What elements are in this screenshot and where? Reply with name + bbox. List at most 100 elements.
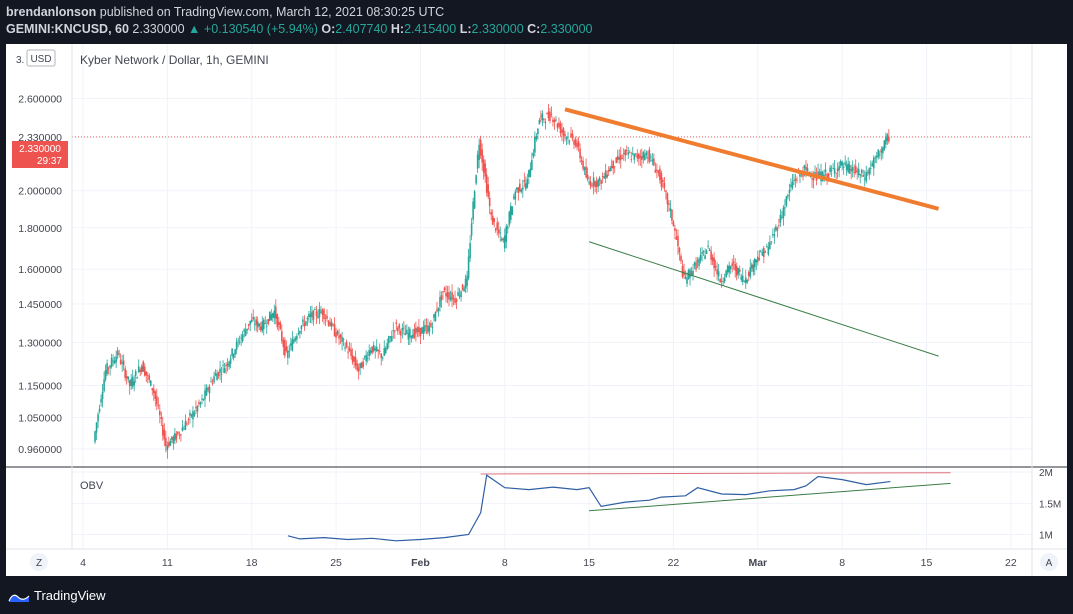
chart-canvas[interactable]: 2.600000 2.330000 2.000000 1.800000 1.600000… xyxy=(6,44,1067,576)
candle-body xyxy=(553,119,556,123)
candle-body xyxy=(258,323,261,327)
candle-body xyxy=(528,169,530,178)
timezone-button-label[interactable]: Z xyxy=(36,558,42,569)
candle-body xyxy=(175,433,178,440)
candle-body xyxy=(416,328,419,332)
price-change: ▲ +0.130540 (+5.94%) xyxy=(188,22,318,36)
candle-body xyxy=(442,291,444,293)
candle-body xyxy=(653,158,655,166)
low-value: 2.330000 xyxy=(471,22,524,36)
candle-body xyxy=(758,258,761,260)
candle-body xyxy=(207,387,209,391)
candle-body xyxy=(622,153,625,154)
candle-body xyxy=(842,167,845,169)
candle-body xyxy=(747,272,750,276)
candle-body xyxy=(268,311,271,321)
candle-body xyxy=(229,358,232,364)
candle-body xyxy=(702,251,705,253)
high-label: H: xyxy=(390,22,405,36)
candle-body xyxy=(409,328,411,338)
candle-body xyxy=(275,306,277,319)
candle-body xyxy=(511,206,514,215)
candle-body xyxy=(214,373,217,376)
currency-badge[interactable]: USD xyxy=(30,54,51,65)
candle-body xyxy=(226,363,229,366)
auto-scale-button-label[interactable]: A xyxy=(1046,558,1053,569)
candle-body xyxy=(879,154,881,155)
candle-body xyxy=(178,434,181,436)
candle-body xyxy=(717,271,720,277)
candle-body xyxy=(732,261,735,264)
candle-body xyxy=(199,402,202,405)
candle-body xyxy=(826,173,828,178)
candle-body xyxy=(152,388,155,393)
candle-body xyxy=(192,410,194,420)
candle-body xyxy=(672,221,675,227)
candle-body xyxy=(290,343,292,346)
candle-body xyxy=(172,436,175,444)
candle-body xyxy=(689,269,691,278)
candle-body xyxy=(784,207,786,209)
candle-body xyxy=(210,381,212,383)
candle-body xyxy=(124,368,126,379)
obv-resistance-line xyxy=(480,472,951,475)
candle-body xyxy=(598,177,601,181)
candle-body xyxy=(449,297,452,300)
candle-body xyxy=(424,325,426,332)
candle-body xyxy=(726,265,729,273)
candle-body xyxy=(597,179,599,187)
candle-body xyxy=(856,170,859,172)
candle-body xyxy=(397,327,399,332)
candle-body xyxy=(595,181,598,187)
candle-body xyxy=(418,326,420,333)
candle-body xyxy=(457,292,459,296)
candle-body xyxy=(335,332,337,338)
candle-body xyxy=(247,324,250,326)
candle-body xyxy=(390,336,393,342)
chart-area[interactable]: 2.600000 2.330000 2.000000 1.800000 1.600000… xyxy=(6,44,1067,576)
price-tick-label: 2.330000 xyxy=(18,132,62,144)
candle-body xyxy=(133,381,136,386)
candle-body xyxy=(387,336,390,344)
support-trendline xyxy=(588,241,939,357)
candle-body xyxy=(520,189,523,193)
candle-body xyxy=(354,357,357,366)
candle-body xyxy=(627,152,630,155)
candle-body xyxy=(859,174,862,176)
candle-body xyxy=(278,321,280,325)
candle-body xyxy=(332,324,334,326)
candle-body xyxy=(669,208,672,211)
candle-body xyxy=(293,339,295,343)
candle-body xyxy=(235,341,238,350)
candle-body xyxy=(157,404,160,406)
candle-body xyxy=(779,214,782,223)
currency-badge-box[interactable] xyxy=(26,49,56,67)
candle-body xyxy=(440,295,443,301)
tradingview-brand[interactable]: TradingView xyxy=(8,588,106,603)
timezone-button[interactable] xyxy=(30,553,48,571)
candle-body xyxy=(395,322,398,324)
candle-body xyxy=(142,361,145,372)
candle-body xyxy=(128,380,131,387)
candle-body xyxy=(644,154,646,161)
candle-body xyxy=(98,408,101,412)
candle-body xyxy=(320,311,322,313)
candle-body xyxy=(516,187,518,190)
candle-body xyxy=(752,264,755,272)
open-label: O: xyxy=(321,22,336,36)
candle-body xyxy=(368,350,370,357)
candle-body xyxy=(255,319,258,325)
candle-body xyxy=(698,258,700,267)
candle-body xyxy=(659,168,661,180)
candle-body xyxy=(451,292,453,301)
candle-body xyxy=(196,406,199,412)
candle-body xyxy=(267,319,270,324)
publisher-name[interactable]: brendanlonson xyxy=(6,5,97,19)
candle-body xyxy=(148,375,151,380)
candle-body xyxy=(407,333,410,340)
auto-scale-button[interactable] xyxy=(1040,553,1058,571)
candle-body xyxy=(377,349,380,352)
candle-body xyxy=(628,152,631,154)
last-price: 2.330000 xyxy=(132,22,185,36)
candle-body xyxy=(509,205,512,220)
